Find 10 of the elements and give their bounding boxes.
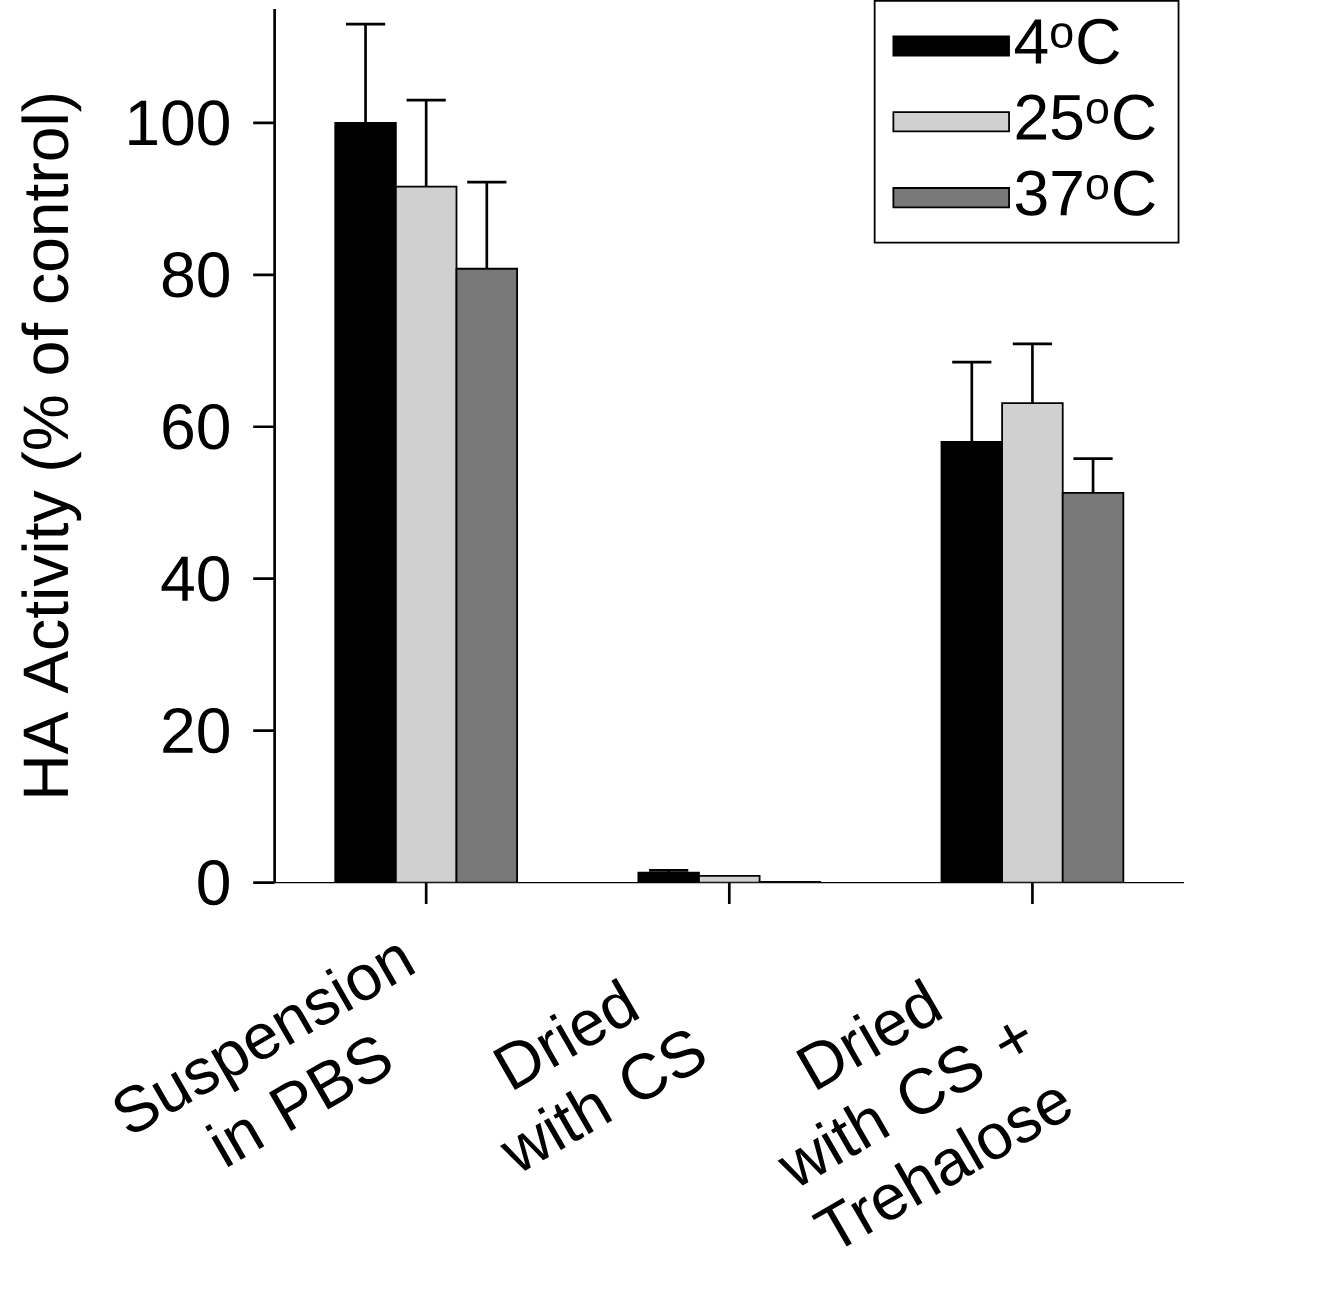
y-tick-label: 60 <box>163 403 229 450</box>
y-tick-label: 40 <box>161 555 229 602</box>
y-axis-title: HA Activity (% of control) <box>21 94 82 796</box>
legend-label: 37$^{o}$C <box>1015 170 1155 216</box>
y-tick-label: 80 <box>162 252 229 298</box>
y-tick-label: 100 <box>129 100 229 146</box>
legend-label: 25$^{o}$C <box>1016 94 1155 140</box>
legend-label: 4$^{o}$C <box>1014 18 1119 65</box>
y-tick-label: 20 <box>163 707 229 754</box>
y-tick-label: 0 <box>198 859 229 906</box>
